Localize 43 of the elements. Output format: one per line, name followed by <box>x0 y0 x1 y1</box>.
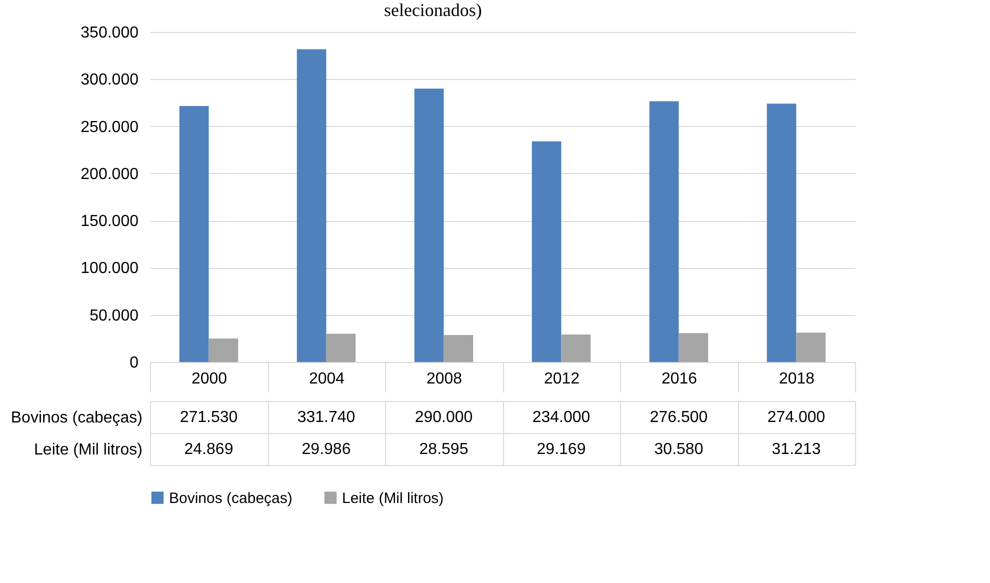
y-tick-label: 300.000 <box>80 72 139 89</box>
x-tick-label: 2004 <box>308 370 345 388</box>
data-label: 234.000 <box>532 409 590 426</box>
data-label: 29.169 <box>536 441 586 458</box>
legend-label: Leite (Mil litros) <box>342 490 444 507</box>
data-label: 290.000 <box>414 409 473 426</box>
x-tick-label: 2008 <box>426 370 462 388</box>
data-label: 271.530 <box>180 409 238 426</box>
bar <box>326 334 356 362</box>
data-label: 24.869 <box>184 441 234 458</box>
data-label: 331.740 <box>297 409 356 426</box>
x-tick-label: 2012 <box>544 370 580 388</box>
data-label: 28.595 <box>419 441 468 458</box>
x-tick-label: 2000 <box>191 370 228 388</box>
bar <box>532 141 562 362</box>
y-tick-label: 100.000 <box>80 260 139 278</box>
text: Leite (Mil litros) <box>34 442 142 458</box>
x-tick-label: 2016 <box>661 370 698 388</box>
bar <box>678 333 708 362</box>
y-tick-label: 200.000 <box>80 166 139 183</box>
y-tick-label: 0 <box>130 354 139 372</box>
bar <box>296 49 326 362</box>
bar <box>766 104 796 362</box>
bar <box>179 106 209 362</box>
data-label: 31.213 <box>772 441 821 458</box>
y-tick-label: 350.000 <box>80 24 139 42</box>
legend-label: Bovinos (cabeças) <box>169 490 292 507</box>
data-label: 274.000 <box>767 409 826 426</box>
data-label: 276.500 <box>650 409 708 426</box>
text: Bovinos (cabeças) <box>10 410 142 426</box>
x-tick-label: 2018 <box>778 370 815 388</box>
bar <box>649 101 679 362</box>
data-label: 29.986 <box>302 441 351 458</box>
bar <box>561 334 591 362</box>
bar <box>414 88 444 362</box>
chart-title: selecionados) <box>384 0 482 20</box>
bar <box>208 338 238 362</box>
y-tick-label: 50.000 <box>90 307 139 324</box>
y-tick-label: 250.000 <box>80 118 139 136</box>
bar <box>796 332 826 362</box>
data-label: 30.580 <box>654 441 704 458</box>
bar <box>444 335 474 362</box>
y-tick-label: 150.000 <box>80 213 139 230</box>
